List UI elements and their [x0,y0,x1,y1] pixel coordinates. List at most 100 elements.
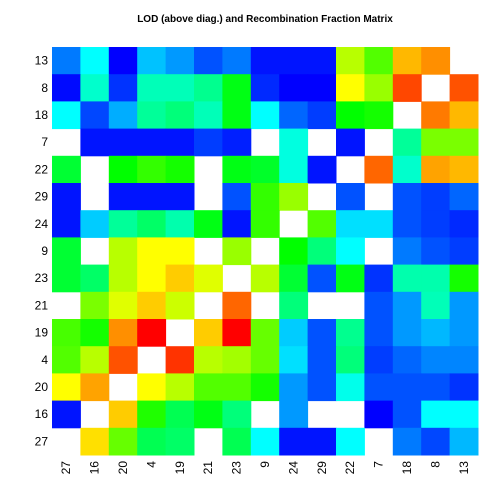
heatmap-cell [165,210,195,238]
heatmap-cell [336,183,365,211]
heatmap-cell [137,210,167,238]
heatmap-cell [165,427,195,456]
heatmap-cell [279,101,309,130]
heatmap-cell [449,183,479,211]
heatmap-cell [137,291,167,320]
heatmap-cell [392,183,422,211]
heatmap-cell [80,47,110,75]
heatmap-cell [80,346,110,374]
y-tick-label: 8 [41,81,48,95]
heatmap-cell [250,101,280,130]
heatmap-cell [137,264,167,293]
heatmap-cell [279,373,309,402]
y-tick-label: 21 [35,298,49,312]
heatmap-cell [336,346,365,374]
heatmap-cell [449,128,479,157]
heatmap-cell [307,47,337,75]
heatmap-cell [364,291,394,320]
heatmap-cell [165,291,195,320]
x-tick-label: 16 [88,461,102,475]
heatmap-cell [336,319,365,347]
heatmap-cell [449,210,479,238]
x-tick-label: 19 [173,461,187,475]
heatmap-cell [222,74,252,102]
heatmap-cell [279,128,309,157]
heatmap-cell [52,47,81,75]
heatmap-cell [137,101,167,130]
heatmap-cell [108,74,138,102]
heatmap-cell [449,427,479,456]
heatmap-cell [80,128,110,157]
y-tick-label: 22 [35,162,49,176]
heatmap-cell [421,47,451,75]
heatmap-cell [194,47,223,75]
heatmap-cell [392,237,422,266]
heatmap-cell [222,101,252,130]
heatmap-cell [392,128,422,157]
heatmap-cell [165,346,195,374]
heatmap-cell [449,264,479,293]
heatmap-cell [137,373,167,402]
heatmap-cell [222,128,252,157]
y-tick-label: 13 [35,54,49,68]
heatmap-cell [364,373,394,402]
heatmap-cell [52,101,81,130]
heatmap-cell [392,74,422,102]
heatmap-cell [449,319,479,347]
heatmap-cell [392,210,422,238]
y-tick-label: 19 [35,326,49,340]
heatmap-cell [194,128,223,157]
heatmap-cell [137,47,167,75]
chart-title: LOD (above diag.) and Recombination Frac… [137,14,393,25]
heatmap-cell [279,183,309,211]
heatmap-cell [250,373,280,402]
x-tick-label: 8 [428,461,442,468]
heatmap-cell [137,155,167,184]
heatmap-cell [364,319,394,347]
heatmap-cell [222,427,252,456]
y-tick-label: 16 [35,407,49,421]
heatmap-cell [364,74,394,102]
heatmap-cell [421,128,451,157]
heatmap-cell [137,427,167,456]
heatmap-cell [392,264,422,293]
heatmap-cell [279,291,309,320]
x-tick-label: 20 [116,461,130,475]
heatmap-cell [336,237,365,266]
heatmap-cell [336,210,365,238]
heatmap-cell [137,183,167,211]
heatmap-cell [421,373,451,402]
heatmap-cell [392,319,422,347]
heatmap-cell [250,319,280,347]
heatmap-cell [421,183,451,211]
heatmap-cell [307,264,337,293]
heatmap-cell [80,427,110,456]
heatmap-cell [52,237,81,266]
y-tick-label: 7 [41,135,48,149]
heatmap-cell [108,427,138,456]
x-tick-label: 22 [343,461,357,475]
heatmap-cell [52,264,81,293]
heatmap-cell [336,47,365,75]
heatmap-cell [421,101,451,130]
heatmap-cell [165,237,195,266]
heatmap-cell [108,291,138,320]
heatmap-cell [307,373,337,402]
heatmap-cell [165,74,195,102]
heatmap-cell [392,373,422,402]
heatmap-cell [194,400,223,429]
heatmap-cell [421,319,451,347]
x-tick-label: 24 [286,461,300,475]
heatmap-cell [80,319,110,347]
heatmap-cell [108,155,138,184]
heatmap-cell [392,47,422,75]
heatmap-cell [165,400,195,429]
heatmap-cell [194,264,223,293]
heatmap-cell [194,74,223,102]
heatmap-cell [336,74,365,102]
heatmap-cell [250,183,280,211]
heatmap-cell [307,237,337,266]
heatmap-cell [80,101,110,130]
heatmap-cell [80,264,110,293]
heatmap-cell [392,427,422,456]
